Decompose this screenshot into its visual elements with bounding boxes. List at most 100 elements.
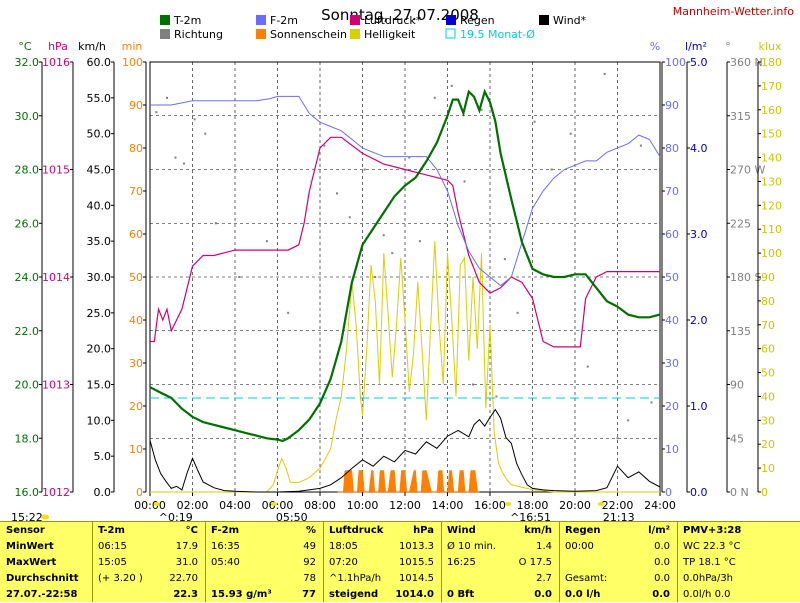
press-row-left: steigend (329, 589, 379, 600)
temp-row-right: 17.9 (175, 541, 198, 552)
pressure-column: Luftdruck hPa 18:05 1013.3 07:20 1015.5 ^1.1hP… (323, 522, 442, 602)
axis-tick-label: 80 (761, 295, 775, 308)
press-header: Luftdruck hPa (324, 523, 442, 539)
direction-point (174, 156, 177, 159)
series-sunshine (337, 470, 480, 493)
temp-header-right: °C (185, 525, 198, 536)
temp-row: (+ 3.20 ) 22.70 (93, 571, 206, 587)
rain-row: 0.0 l/h 0.0 (560, 587, 678, 603)
direction-point (418, 240, 421, 243)
axis-tick-label: 180 (761, 56, 782, 69)
legend-swatch (350, 29, 360, 39)
axis-tick-label: 270 W (730, 164, 765, 177)
wind-header: Wind km/h (442, 523, 560, 539)
direction-point (374, 276, 377, 278)
axis-tick-label: 3.0 (690, 228, 708, 241)
wind-header-left: Wind (447, 525, 476, 536)
axis-tick-label: 0 (761, 486, 768, 499)
axis-tick-label: 80 (665, 142, 679, 155)
site-label[interactable]: Mannheim-Wetter.info (672, 5, 794, 18)
axis-tick-label: 70 (129, 185, 143, 198)
hum-header-right: % (305, 525, 316, 536)
axis-tick-label: 70 (761, 319, 775, 332)
direction-point (214, 222, 217, 225)
direction-point (265, 240, 268, 243)
sun-marker-label: 05:50 (276, 511, 308, 521)
wind-row: 0 Bft 0.0 (442, 587, 560, 603)
series-humidity (150, 95, 661, 287)
rain-header-right: l/m² (648, 525, 670, 536)
axis-tick-label: 60 (665, 228, 679, 241)
x-tick-label: 10:00 (347, 499, 379, 512)
axis-tick-label: 25.0 (87, 307, 112, 320)
press-row-right: 1013.3 (399, 541, 434, 552)
legend-label: Sonnenschein (270, 28, 347, 41)
sun-marker-label: ^0:19 (159, 511, 193, 521)
legend-swatch (256, 15, 266, 25)
direction-point (480, 108, 483, 111)
hum-row-right: 78 (303, 573, 316, 584)
axis-tick-label: 1015 (42, 164, 70, 177)
temp-row: 06:15 17.9 (93, 539, 206, 555)
axis-tick-label: 30.0 (15, 110, 40, 123)
x-tick-label: 12:00 (389, 499, 421, 512)
row-label-avg: Durchschnitt (6, 573, 79, 584)
press-row-left: 18:05 (329, 541, 358, 552)
axis-tick-label: 1012 (42, 486, 70, 499)
x-tick-label: 08:00 (304, 499, 336, 512)
axis-tick-label: 20 (665, 400, 679, 413)
axis-tick-label: 360 N (730, 56, 763, 69)
direction-point (627, 419, 630, 422)
sun-marker-label: ^16:51 (510, 511, 551, 521)
axis-tick-label: 0 (665, 486, 672, 499)
press-row-left: 07:20 (329, 557, 358, 568)
press-row-right: 1014.5 (399, 573, 434, 584)
axis-tick-label: 0.0 (94, 486, 112, 499)
axis-tick-label: 5.0 (690, 56, 708, 69)
axis-tick-label: 1016 (42, 56, 70, 69)
wind-row-right: 1.4 (536, 541, 552, 552)
axis-tick-label: 10 (129, 443, 143, 456)
rain-row-right: 0.0 (654, 573, 670, 584)
axis-tick-label: 55.0 (87, 92, 112, 105)
axis-tick-label: 50.0 (87, 128, 112, 141)
axis-tick-label: 20 (761, 438, 775, 451)
pmv-header: PMV+3:28 (683, 525, 742, 536)
axis-tick-label: 70 (665, 185, 679, 198)
hum-row: 78 (206, 571, 324, 587)
row-label-max: MaxWert (6, 557, 57, 568)
temp-header-left: T-2m (98, 525, 125, 536)
rain-row: Gesamt: 0.0 (560, 571, 678, 587)
axis-tick-label: 135 (730, 325, 751, 338)
rain-row-left: Gesamt: (565, 573, 608, 584)
sun-marker (153, 502, 160, 506)
weather-chart: 00:00 02:00 04:00 06:00 08:00 10:00 12:00 14:00… (11, 6, 782, 521)
axis-tick-label: 15.0 (87, 379, 112, 392)
axis-tick-label: 100 (665, 56, 686, 69)
axis-tick-label: 50 (665, 271, 679, 284)
axis-tick-label: 90 (129, 99, 143, 112)
legend-label: Luftdruck* (364, 14, 422, 27)
wind-row: 16:25 O 17.5 (442, 555, 560, 571)
rain-row-right: 0.0 (654, 557, 670, 568)
press-row: 18:05 1013.3 (324, 539, 442, 555)
hum-row-right: 92 (303, 557, 316, 568)
wind-row-left: 16:25 (447, 557, 476, 568)
direction-point (204, 132, 207, 135)
axis-tick-label: 120 (761, 199, 782, 212)
unit-label-hpa: hPa (48, 40, 68, 53)
rain-column: Regen l/m² 00:00 0.0 0.0 Gesamt: 0.0 0.0 l/h 0.0 (559, 522, 678, 602)
axis-tick-label: 30 (761, 414, 775, 427)
direction-point (495, 395, 498, 398)
direction-point (155, 111, 158, 114)
direction-point (363, 168, 366, 171)
series-brightness (150, 241, 660, 493)
summary-table: Sensor MinWert MaxWert Durchschnitt 27.0… (0, 521, 800, 602)
direction-point (450, 84, 453, 87)
rain-row: 00:00 0.0 (560, 539, 678, 555)
x-tick-label: 06:00 (262, 499, 294, 512)
axis-tick-label: 50 (129, 271, 143, 284)
x-tick-label: 16:00 (474, 499, 506, 512)
direction-point (472, 383, 474, 386)
axis-tick-label: 1.0 (690, 400, 708, 413)
